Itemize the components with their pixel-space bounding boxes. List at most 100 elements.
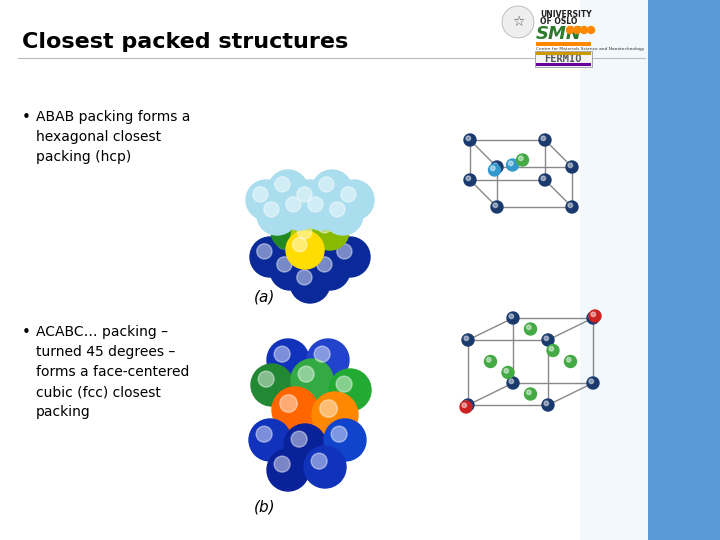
Text: ACABC… packing –
turned 45 degrees –
forms a face-centered
cubic (fcc) closest
p: ACABC… packing – turned 45 degrees – for… xyxy=(36,325,189,419)
Circle shape xyxy=(589,314,593,319)
Circle shape xyxy=(257,195,297,235)
Circle shape xyxy=(307,339,349,381)
Circle shape xyxy=(539,174,551,186)
Circle shape xyxy=(297,187,312,202)
Bar xyxy=(648,0,720,540)
Circle shape xyxy=(541,136,546,140)
Circle shape xyxy=(290,263,330,303)
Circle shape xyxy=(291,431,307,447)
Circle shape xyxy=(485,355,497,368)
Circle shape xyxy=(304,446,346,488)
Circle shape xyxy=(587,377,599,389)
Text: •: • xyxy=(22,110,31,125)
Circle shape xyxy=(490,166,495,171)
Circle shape xyxy=(284,424,326,466)
Circle shape xyxy=(317,257,332,272)
Circle shape xyxy=(310,250,350,290)
Circle shape xyxy=(270,250,310,290)
Circle shape xyxy=(539,134,551,146)
Circle shape xyxy=(549,347,554,351)
Circle shape xyxy=(541,176,546,180)
Text: SMN: SMN xyxy=(536,25,582,43)
Circle shape xyxy=(568,203,572,207)
Text: (b): (b) xyxy=(254,500,276,515)
Circle shape xyxy=(290,237,330,277)
Circle shape xyxy=(509,314,513,319)
Circle shape xyxy=(290,180,330,220)
Text: FERMIO: FERMIO xyxy=(544,54,582,64)
Bar xyxy=(536,63,591,65)
Circle shape xyxy=(268,170,308,210)
Circle shape xyxy=(320,400,337,417)
Circle shape xyxy=(589,379,593,383)
Circle shape xyxy=(518,156,523,160)
Circle shape xyxy=(493,163,498,167)
Circle shape xyxy=(270,227,310,267)
Circle shape xyxy=(588,26,595,33)
Circle shape xyxy=(466,136,471,140)
Circle shape xyxy=(280,395,297,413)
Circle shape xyxy=(292,238,307,252)
Circle shape xyxy=(462,334,474,346)
Circle shape xyxy=(506,159,518,171)
Circle shape xyxy=(491,201,503,213)
Circle shape xyxy=(286,197,301,212)
Circle shape xyxy=(507,377,519,389)
Circle shape xyxy=(462,403,467,408)
Circle shape xyxy=(324,419,366,461)
Circle shape xyxy=(251,364,293,406)
Circle shape xyxy=(542,334,554,346)
Circle shape xyxy=(277,219,292,233)
Circle shape xyxy=(567,26,574,33)
Circle shape xyxy=(509,379,513,383)
Circle shape xyxy=(341,187,356,202)
Circle shape xyxy=(272,387,318,433)
Circle shape xyxy=(524,388,536,400)
Circle shape xyxy=(301,190,341,230)
Circle shape xyxy=(334,180,374,220)
Circle shape xyxy=(267,339,309,381)
Bar xyxy=(536,42,591,46)
Circle shape xyxy=(589,310,601,322)
Circle shape xyxy=(466,176,471,180)
Circle shape xyxy=(291,359,333,401)
Circle shape xyxy=(298,366,314,382)
Text: UNIVERSITY: UNIVERSITY xyxy=(540,10,592,19)
Circle shape xyxy=(330,202,345,217)
Text: ☆: ☆ xyxy=(512,15,524,29)
Text: OF OSLO: OF OSLO xyxy=(540,17,577,26)
Circle shape xyxy=(250,237,290,277)
Circle shape xyxy=(323,195,363,235)
Circle shape xyxy=(547,345,559,356)
Circle shape xyxy=(274,346,290,362)
Bar xyxy=(580,0,648,540)
Circle shape xyxy=(276,234,292,249)
Circle shape xyxy=(331,426,347,442)
Circle shape xyxy=(488,164,500,176)
Circle shape xyxy=(336,376,352,392)
Circle shape xyxy=(311,453,327,469)
Circle shape xyxy=(314,346,330,362)
Circle shape xyxy=(274,456,290,472)
Circle shape xyxy=(257,244,272,259)
Circle shape xyxy=(330,237,370,277)
Text: (a): (a) xyxy=(254,290,276,305)
Text: •: • xyxy=(22,325,31,340)
Circle shape xyxy=(249,419,291,461)
Circle shape xyxy=(580,26,588,33)
Circle shape xyxy=(312,170,352,210)
Circle shape xyxy=(526,390,531,395)
Circle shape xyxy=(587,312,599,324)
Circle shape xyxy=(276,257,292,272)
Circle shape xyxy=(464,401,469,406)
Circle shape xyxy=(258,371,274,387)
Text: Closest packed structures: Closest packed structures xyxy=(22,32,348,52)
Circle shape xyxy=(464,174,476,186)
Circle shape xyxy=(264,202,279,217)
Circle shape xyxy=(462,399,474,411)
Circle shape xyxy=(568,163,572,167)
Circle shape xyxy=(591,312,595,316)
Circle shape xyxy=(318,219,332,233)
Circle shape xyxy=(502,6,534,38)
Circle shape xyxy=(253,187,268,202)
